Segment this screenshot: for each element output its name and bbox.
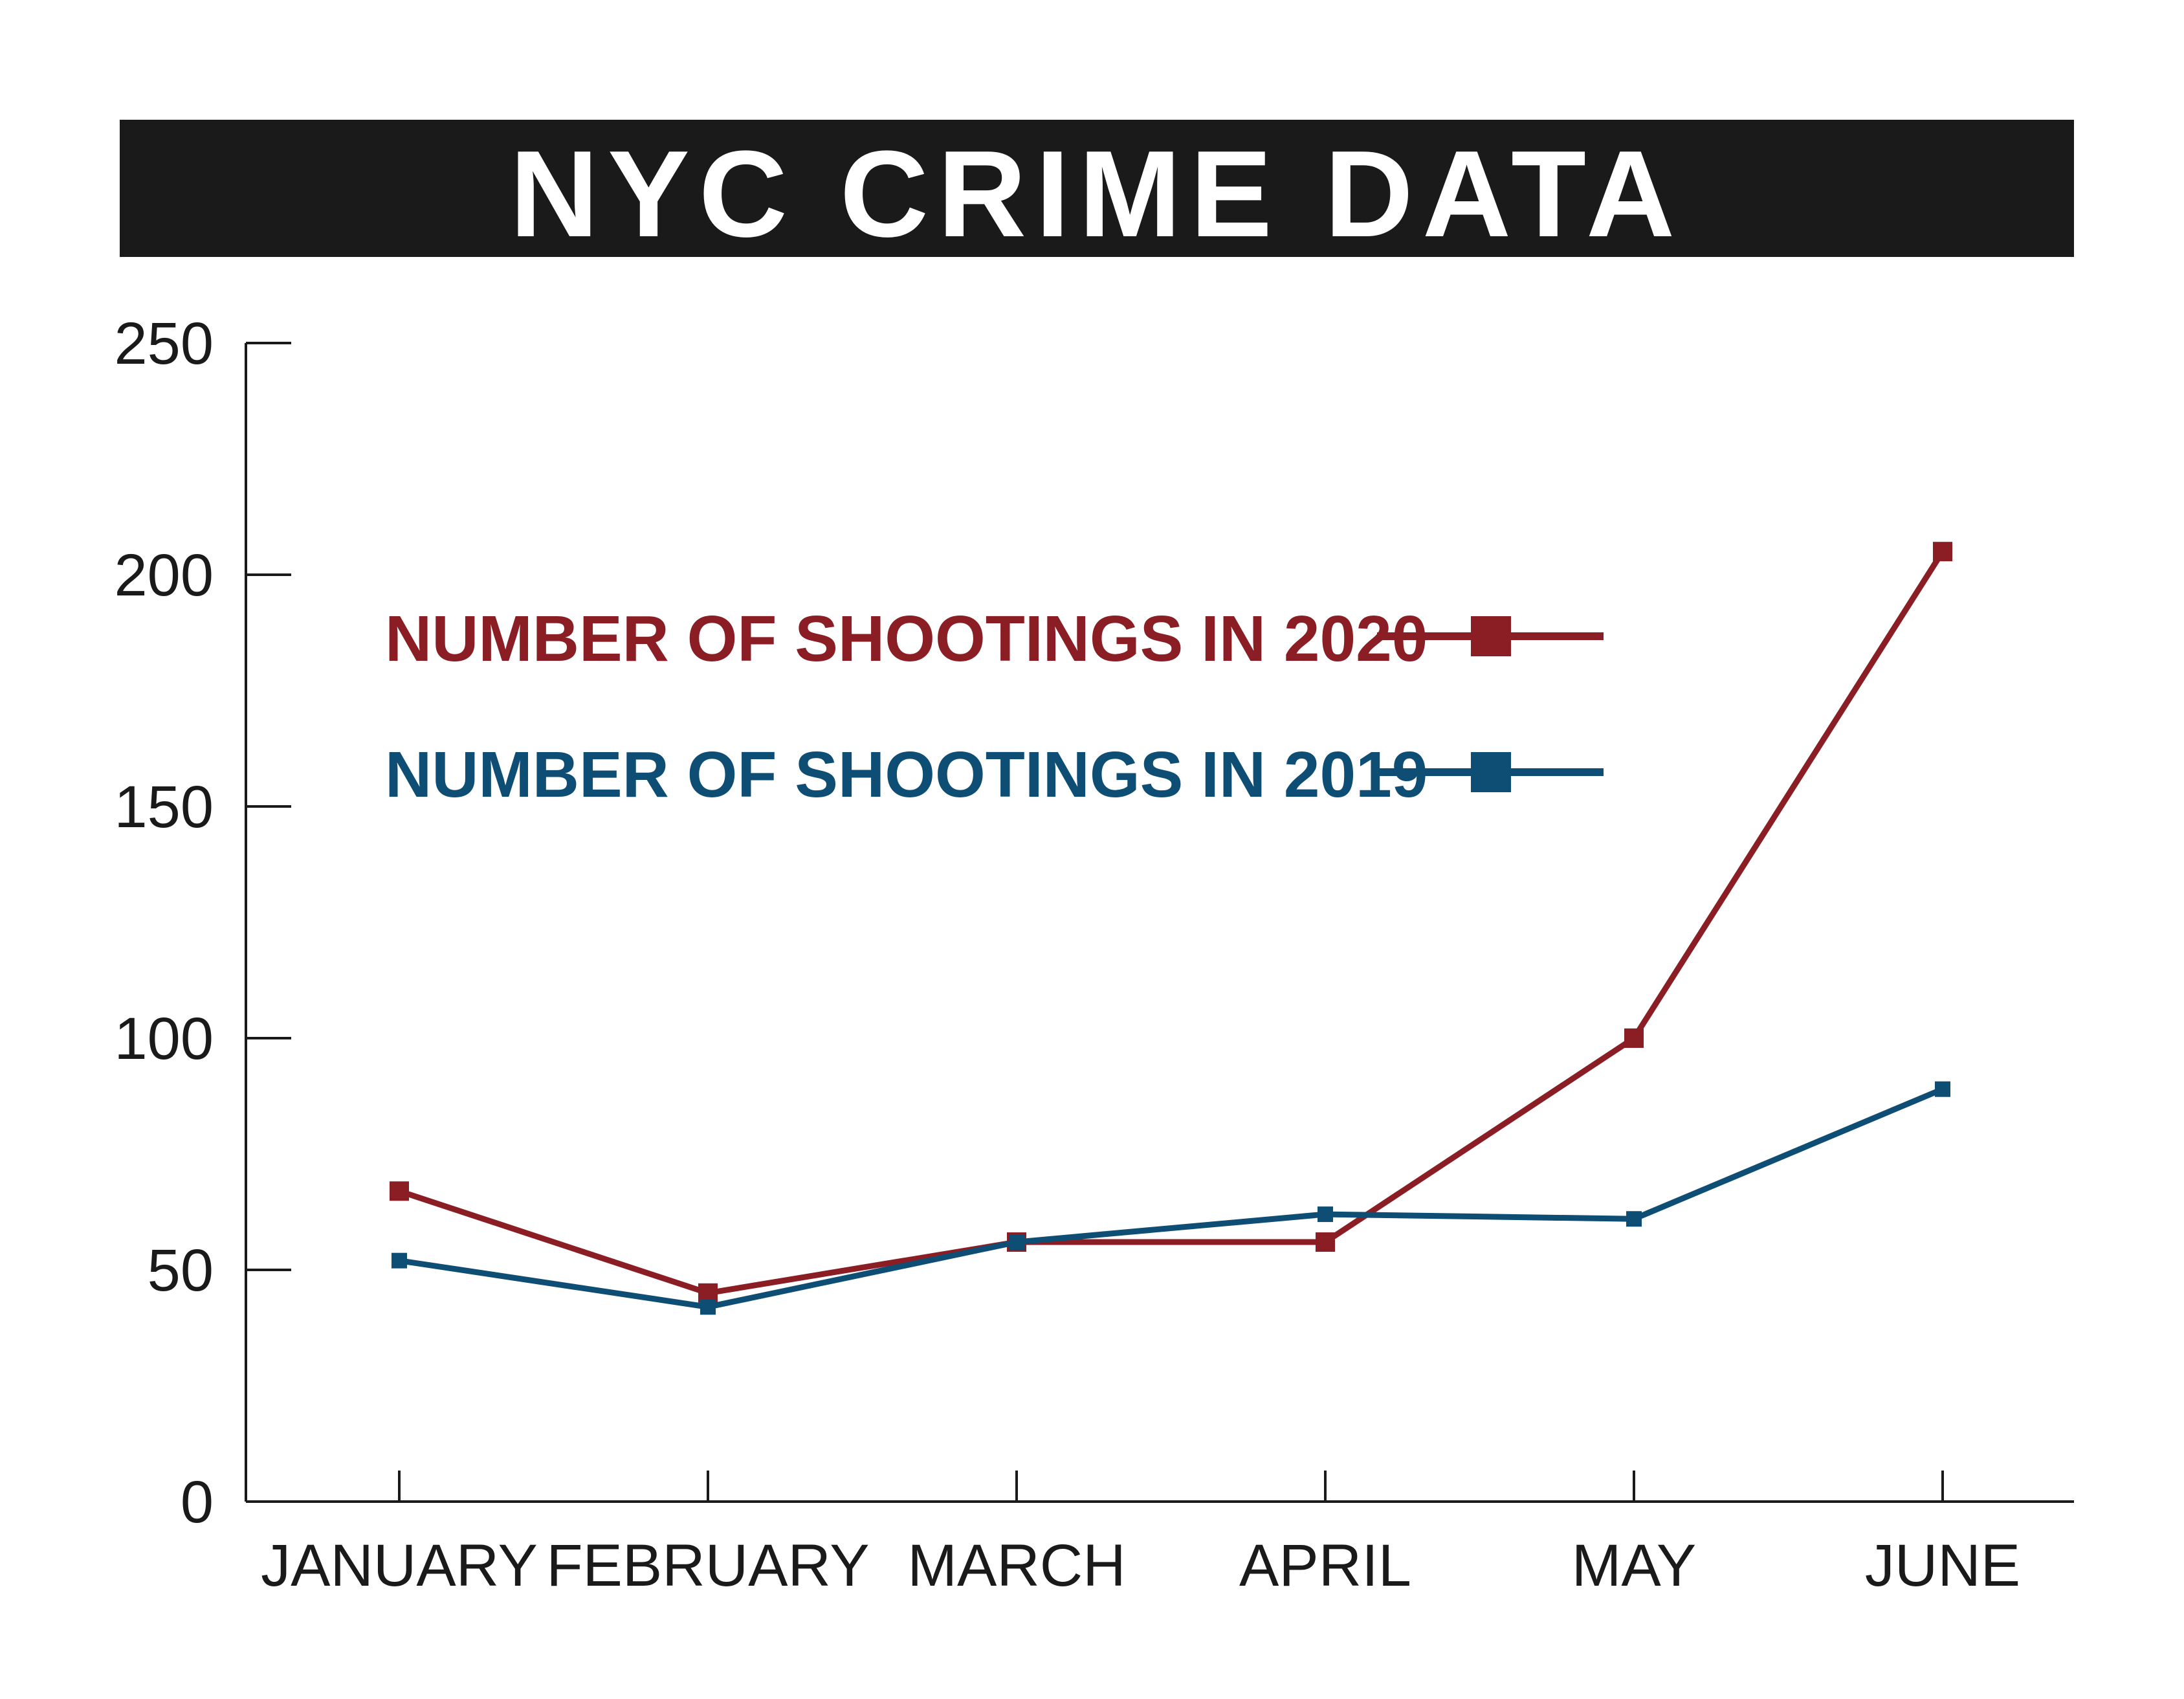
series-line [399,1086,1944,1310]
x-tick-label: MARCH [907,1533,1125,1599]
data-point [1933,542,1952,562]
data-point [1318,1206,1333,1223]
data-point [1624,1028,1644,1048]
data-point [390,1181,409,1201]
x-tick-label: JUNE [1865,1533,2020,1599]
y-tick-label: 200 [115,542,214,608]
data-point [700,1299,716,1315]
x-tick-label: FEBRUARY [546,1533,869,1599]
y-tick-label: 0 [181,1469,214,1535]
axes: 0 50 100 150 200 250 JANUARY FEBRUARY MARCH APRIL… [115,311,2074,1599]
legend-label: NUMBER OF SHOOTINGS IN 2019 [385,738,1428,811]
data-point [1626,1211,1642,1227]
data-point [1009,1234,1024,1250]
legend-label: NUMBER OF SHOOTINGS IN 2020 [385,603,1428,675]
chart-title: NYC CRIME DATA [510,126,1684,263]
y-tick-label: 250 [115,311,214,377]
legend-marker [1471,752,1511,792]
title-bar [120,120,2074,257]
legend: NUMBER OF SHOOTINGS IN 2020 NUMBER OF SHO… [385,603,1604,811]
x-tick-label: MAY [1572,1533,1697,1599]
series-line [398,550,1945,1296]
legend-marker [1471,616,1511,656]
series-2019 [392,1081,1950,1315]
y-tick-label: 100 [115,1006,214,1072]
y-tick-label: 50 [148,1238,214,1304]
data-point [1935,1081,1950,1097]
data-point [392,1252,407,1269]
x-tick-label: APRIL [1239,1533,1411,1599]
data-point [1316,1232,1335,1252]
x-tick-label: JANUARY [261,1533,538,1599]
series-layer [390,542,1952,1315]
y-tick-label: 150 [115,774,214,840]
